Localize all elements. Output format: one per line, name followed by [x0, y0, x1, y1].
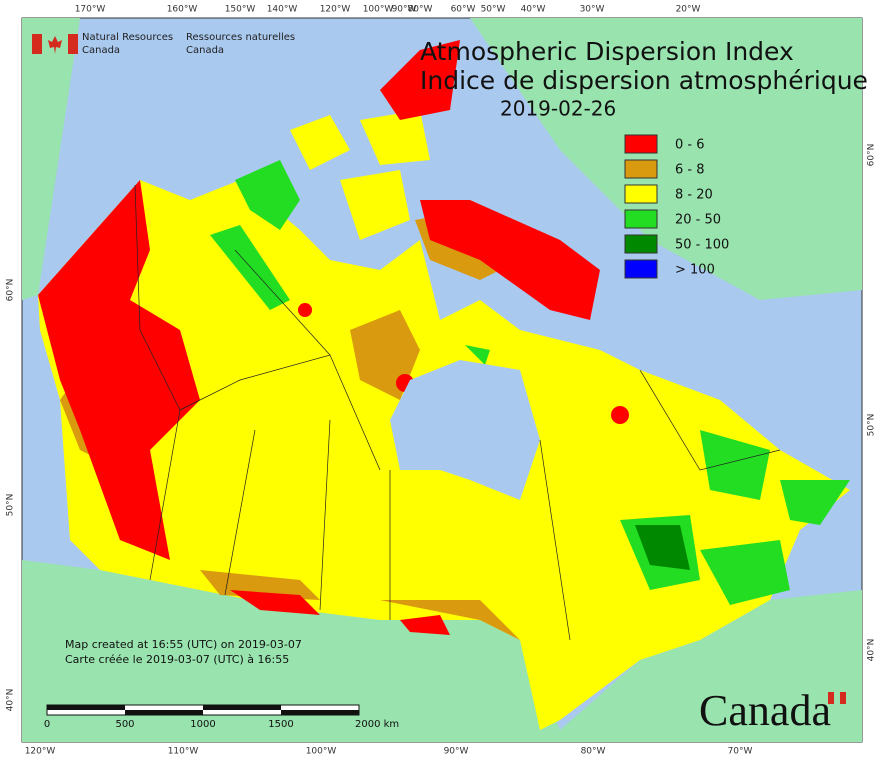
lon-label: 150°W	[225, 5, 256, 15]
land	[22, 18, 862, 742]
title: Atmospheric Dispersion Index	[420, 37, 794, 66]
agency-en: Canada	[82, 45, 120, 56]
scale-bar	[46, 704, 360, 716]
legend-swatch	[624, 184, 658, 204]
lon-label: 100°W	[306, 747, 337, 757]
scale-label: 2000 km	[355, 719, 399, 730]
dispersion-areas	[38, 40, 850, 730]
lon-label: 60°W	[451, 5, 476, 15]
legend-label: > 100	[675, 263, 715, 278]
legend-label: 8 - 20	[675, 188, 713, 203]
nrcan-logo	[32, 34, 78, 54]
scale-label: 1500	[268, 719, 293, 730]
agency-en: Natural Resources	[82, 32, 173, 43]
lon-label: 170°W	[75, 5, 106, 15]
lon-label: 90°W	[392, 5, 417, 15]
legend-swatch	[624, 234, 658, 254]
lat-label: 60°N	[867, 144, 877, 167]
agency-fr: Ressources naturelles	[186, 32, 295, 43]
lon-label: 110°W	[168, 747, 199, 757]
legend-label: 6 - 8	[675, 163, 705, 178]
lon-label: 30°W	[580, 5, 605, 15]
lon-label: 140°W	[267, 5, 298, 15]
legend-label: 0 - 6	[675, 138, 705, 153]
scale-label: 0	[44, 719, 50, 730]
scale-label: 500	[115, 719, 134, 730]
lon-label: 70°W	[728, 747, 753, 757]
credit: Map created at 16:55 (UTC) on 2019-03-07	[65, 638, 302, 651]
lon-label: 160°W	[167, 5, 198, 15]
lat-label: 40°N	[6, 689, 16, 712]
lon-label: 120°W	[25, 747, 56, 757]
legend: 0 - 6 6 - 8 8 - 20 20 - 50 50 - 100 > 100	[624, 134, 729, 279]
lon-label: 100°W	[363, 5, 394, 15]
credit: Carte créée le 2019-03-07 (UTC) à 16:55	[65, 653, 289, 666]
lon-label: 80°W	[408, 5, 433, 15]
legend-swatch	[624, 134, 658, 154]
lon-label: 40°W	[521, 5, 546, 15]
legend-swatch	[624, 259, 658, 279]
boundaries	[134, 184, 781, 641]
agency-fr: Canada	[186, 45, 224, 56]
legend-swatch	[624, 209, 658, 229]
date: 2019-02-26	[500, 97, 616, 121]
title: Indice de dispersion atmosphérique	[420, 66, 868, 95]
lat-label: 50°N	[867, 414, 877, 437]
legend-swatch	[624, 159, 658, 179]
lat-label: 60°N	[6, 279, 16, 302]
lon-label: 120°W	[320, 5, 351, 15]
lon-label: 80°W	[581, 747, 606, 757]
legend-label: 50 - 100	[675, 238, 729, 253]
lat-label: 40°N	[867, 639, 877, 662]
lon-label: 90°W	[444, 747, 469, 757]
wordmark-flag	[828, 692, 846, 704]
lon-label: 20°W	[676, 5, 701, 15]
lat-label: 50°N	[6, 494, 16, 517]
scale-labels: 0 500 1000 1500 2000 km	[44, 719, 399, 730]
scale-label: 1000	[190, 719, 215, 730]
lon-label: 50°W	[481, 5, 506, 15]
graticule: 170°W 160°W 150°W 140°W 120°W 100°W90°W80°W 60…	[6, 5, 877, 757]
wordmark: Canada	[699, 686, 831, 735]
legend-label: 20 - 50	[675, 213, 721, 228]
